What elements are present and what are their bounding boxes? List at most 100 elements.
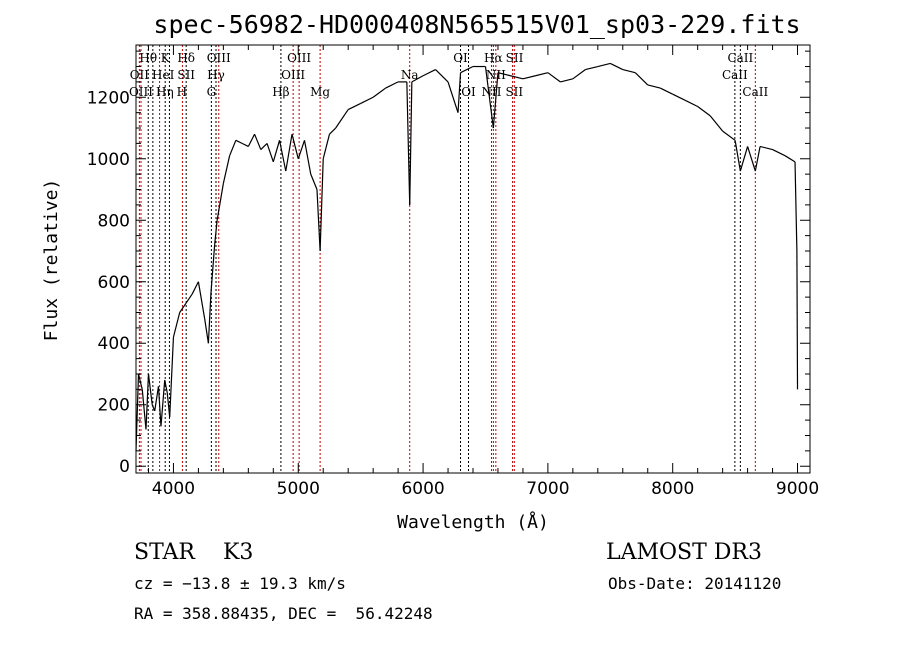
spectrum-segment — [610, 62, 624, 71]
spectral-line-label: CaII — [727, 51, 753, 65]
spectrum-segment — [634, 72, 649, 86]
spectral-line-label: OIII — [281, 68, 305, 82]
spectrum-segment — [147, 373, 153, 405]
x-tick-label: 4000 — [152, 479, 195, 499]
spectrum-segment — [739, 146, 749, 172]
spectral-line-label: Hδ — [177, 51, 195, 65]
spectrum-segment — [759, 145, 773, 151]
spectrum-segment — [166, 392, 171, 418]
spectrum-segment — [484, 66, 494, 129]
spectral-line-label: Hη — [156, 85, 174, 99]
spectrum-segment — [622, 69, 636, 74]
spectral-line-label: Mg — [310, 85, 330, 99]
spectrum-segment — [303, 140, 312, 175]
spectrum-segment — [266, 143, 274, 163]
coordinates: RA = 358.88435, DEC = 56.42248 — [134, 604, 433, 623]
spectrum-segment — [647, 84, 661, 89]
spectrum-segment — [754, 146, 761, 172]
spectral-line-label: OI — [461, 85, 476, 99]
spectrum-segment — [709, 115, 724, 132]
spectrum-segment — [235, 139, 243, 144]
spectrum-segment — [172, 312, 181, 338]
spectral-line-label: Hθ — [139, 51, 157, 65]
spectrum-segment — [278, 140, 287, 172]
spectrum-segment — [697, 106, 711, 117]
spectrum-segment — [247, 133, 256, 147]
y-tick-label: 600 — [98, 273, 130, 293]
spectrum-segment — [497, 72, 511, 77]
y-tick-label: 800 — [98, 211, 130, 231]
spectral-line-label: Hγ — [207, 68, 225, 82]
spectrum-segment — [492, 72, 499, 129]
spectrum-segment — [360, 96, 374, 104]
spectrum-segment — [169, 337, 175, 418]
spectrum-segment — [214, 220, 218, 245]
spectrum-segment — [285, 134, 293, 172]
spectrum-segment — [154, 386, 160, 411]
spectrum-segment — [329, 127, 337, 135]
spectrum-segment — [179, 302, 187, 313]
spectrum-segment — [164, 380, 168, 393]
spectrum-segment — [260, 142, 268, 150]
spectrum-segment — [784, 155, 796, 163]
spectral-line-label: OII — [130, 68, 150, 82]
spectrum-segment — [254, 133, 262, 150]
redshift-cz: cz = −13.8 ± 19.3 km/s — [134, 574, 346, 593]
spectrum-segment — [547, 72, 561, 83]
spectrum-segment — [684, 99, 698, 108]
x-tick-label: 6000 — [401, 479, 444, 499]
y-tick-label: 0 — [119, 457, 130, 477]
spectral-line-label: HeI — [152, 68, 175, 82]
spectrum-segment — [672, 93, 686, 101]
spectrum-segment — [772, 149, 786, 157]
spectrum-segment — [185, 293, 193, 304]
spectrum-segment — [347, 102, 361, 111]
spectrum-segment — [319, 158, 324, 252]
chart-title: spec-56982-HD000408N565515V01_sp03-229.f… — [153, 10, 800, 39]
spectrum-segment — [447, 81, 459, 113]
x-axis-label: Wavelength (Å) — [397, 511, 549, 533]
spectral-line-label: OIII — [287, 51, 311, 65]
y-tick-label: 1200 — [87, 88, 130, 108]
spectral-line-label: Na — [401, 68, 419, 82]
spectrum-segment — [510, 75, 524, 80]
spectrum-segment — [406, 81, 411, 205]
spectral-line-label: NII — [481, 85, 501, 99]
spectrum-segment — [157, 386, 162, 427]
y-axis-label: Flux (relative) — [41, 179, 62, 342]
x-tick-label: 9000 — [776, 479, 819, 499]
x-tick-label: 5000 — [277, 479, 320, 499]
spectral-line-label: K — [161, 51, 171, 65]
spectral-line-label: OIII — [207, 51, 231, 65]
survey-name: LAMOST DR3 — [606, 540, 762, 565]
y-tick-label: 200 — [98, 396, 130, 416]
spectrum-segment — [216, 183, 224, 221]
object-class: STAR K3 — [134, 540, 254, 565]
spectrum-segment — [747, 146, 756, 172]
spectrum-segment — [291, 134, 299, 159]
x-tick-label: 8000 — [651, 479, 694, 499]
spectrum-segment — [585, 65, 598, 71]
spectrum-segment — [659, 87, 673, 95]
spectrum-segment — [457, 72, 462, 113]
axis-ticks: 4000 5000 6000 7000 8000 9000 0 200 400 600 800 100… — [87, 45, 819, 499]
spectrum-segment — [160, 380, 166, 427]
spectral-line-label: Hα — [484, 51, 503, 65]
spectrum-segment — [229, 140, 237, 156]
plot-frame — [135, 44, 811, 474]
spectral-line-label: Hβ — [272, 85, 289, 99]
spectrum-segment — [422, 69, 436, 77]
spectrum-segment — [297, 140, 306, 159]
spectrum-segment — [794, 161, 798, 252]
spectral-line-label: G — [207, 85, 217, 99]
spectrum-segment — [372, 87, 386, 98]
spectrum-segment — [522, 75, 536, 80]
spectrum-segment — [572, 69, 586, 80]
spectrum-segment — [310, 173, 318, 190]
spectral-line-label: SII — [505, 85, 523, 99]
spectrum-segment — [137, 373, 143, 390]
spectrum-segment — [460, 65, 474, 74]
